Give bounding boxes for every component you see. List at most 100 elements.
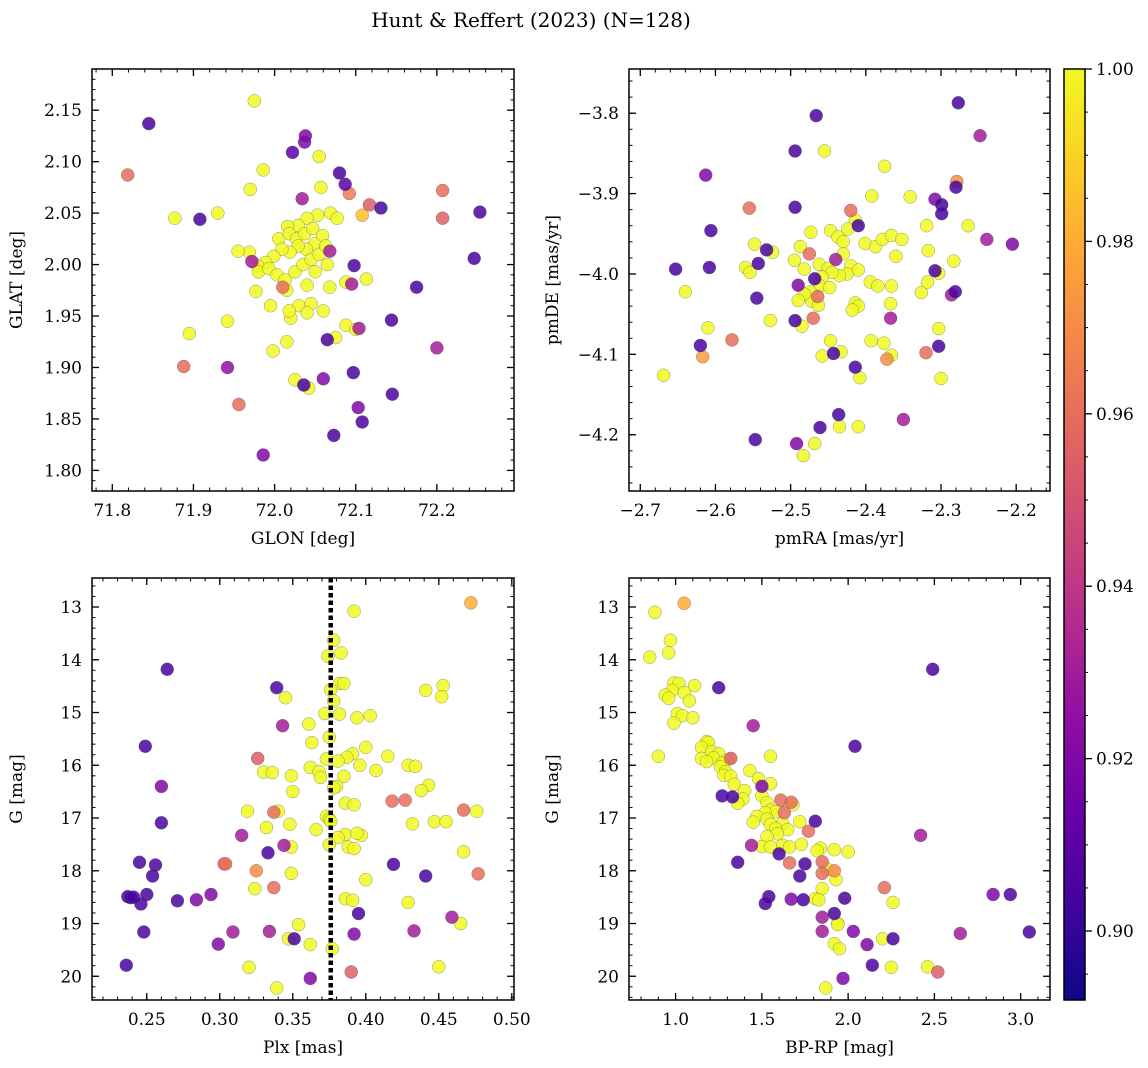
data-point	[226, 925, 240, 939]
y-tick-label: 13	[597, 598, 619, 618]
data-point	[951, 96, 966, 110]
data-point	[351, 400, 365, 415]
data-point	[877, 159, 892, 174]
data-point	[851, 218, 866, 233]
x-axis-label: Plx [mas]	[263, 1038, 343, 1058]
data-point	[267, 880, 281, 895]
data-point	[806, 311, 820, 325]
data-point	[677, 596, 691, 611]
data-point	[334, 646, 348, 660]
data-point	[810, 843, 824, 858]
axes-frame	[91, 68, 515, 492]
panel-proper-motion: −2.7 −2.6 −2.5 −2.4 −2.3 −2.2 −3.8 −3.9 −4.0 −4.1…	[543, 68, 1051, 549]
data-point	[347, 927, 361, 941]
data-point	[385, 387, 400, 401]
data-point	[269, 680, 284, 695]
data-point	[405, 817, 420, 831]
colorbar-tick-label: 0.90	[1096, 922, 1134, 942]
data-point	[362, 198, 377, 212]
data-point	[648, 605, 662, 620]
data-point	[337, 676, 351, 691]
data-point	[949, 180, 963, 194]
data-point	[132, 855, 147, 870]
data-point	[439, 814, 453, 829]
data-point	[352, 321, 366, 336]
colorbar-tick-label: 0.98	[1096, 232, 1134, 252]
data-point	[802, 247, 817, 261]
data-point	[313, 770, 328, 785]
colorbar-gradient	[1064, 69, 1085, 1000]
data-point	[1022, 925, 1037, 939]
data-point	[701, 321, 715, 335]
data-point	[828, 252, 843, 267]
data-point	[772, 847, 786, 861]
y-axis-label: GLAT [deg]	[7, 231, 27, 329]
data-point	[300, 306, 314, 320]
data-point	[846, 924, 861, 939]
data-point	[470, 804, 484, 818]
data-point	[751, 256, 766, 271]
data-point	[385, 794, 399, 808]
data-point	[1005, 237, 1020, 251]
data-point	[661, 646, 676, 660]
y-tick-label: 14	[60, 651, 82, 671]
data-point	[243, 182, 257, 197]
data-point	[267, 805, 281, 819]
data-point	[826, 346, 841, 361]
data-point	[218, 857, 233, 871]
data-point	[667, 716, 681, 730]
data-point	[345, 893, 360, 908]
data-point	[418, 869, 433, 883]
data-point	[784, 892, 798, 906]
y-tick-label: 18	[597, 862, 619, 882]
data-point	[947, 254, 961, 268]
data-points	[120, 94, 487, 462]
data-point	[359, 872, 373, 887]
data-point	[877, 880, 892, 895]
data-point	[409, 280, 424, 294]
data-point	[953, 926, 968, 941]
data-point	[889, 249, 903, 264]
data-point	[928, 264, 942, 278]
data-point	[137, 925, 151, 939]
data-point	[473, 205, 487, 219]
panel-parallax-magnitude: 0.25 0.30 0.35 0.40 0.45 0.50 13 14 15 16 17 18 19 20…	[7, 577, 531, 1058]
data-point	[337, 769, 351, 784]
data-point	[346, 365, 361, 380]
data-point	[742, 201, 757, 215]
data-point	[815, 855, 829, 869]
data-point	[808, 814, 823, 828]
data-point	[350, 711, 364, 725]
data-point	[920, 275, 935, 289]
data-point	[797, 262, 811, 276]
data-point	[948, 284, 963, 299]
data-point	[832, 942, 847, 956]
x-tick-label: 1.0	[662, 1010, 689, 1030]
data-point	[807, 436, 822, 451]
axes-frame	[628, 68, 1051, 492]
data-point	[320, 332, 335, 347]
colorbar-frame	[1063, 68, 1086, 1001]
data-point	[211, 206, 225, 220]
data-point	[698, 168, 713, 182]
data-point	[836, 971, 850, 986]
data-points	[656, 96, 1020, 463]
y-tick-label: 2.00	[44, 256, 82, 276]
y-tick-label: 1.85	[44, 410, 82, 430]
data-point	[408, 759, 423, 774]
data-point	[746, 718, 760, 733]
data-point	[763, 313, 778, 328]
data-point	[261, 846, 275, 860]
data-point	[401, 895, 415, 910]
x-tick-label: 2.0	[835, 1010, 862, 1030]
data-point	[430, 341, 444, 355]
x-tick-label: −2.5	[770, 501, 811, 521]
y-tick-label: 19	[60, 915, 82, 935]
data-point	[321, 649, 335, 663]
data-point	[791, 293, 805, 308]
data-point	[919, 345, 933, 360]
data-point	[725, 333, 739, 347]
data-point	[303, 971, 318, 986]
data-point	[232, 397, 246, 412]
data-point	[919, 218, 934, 233]
